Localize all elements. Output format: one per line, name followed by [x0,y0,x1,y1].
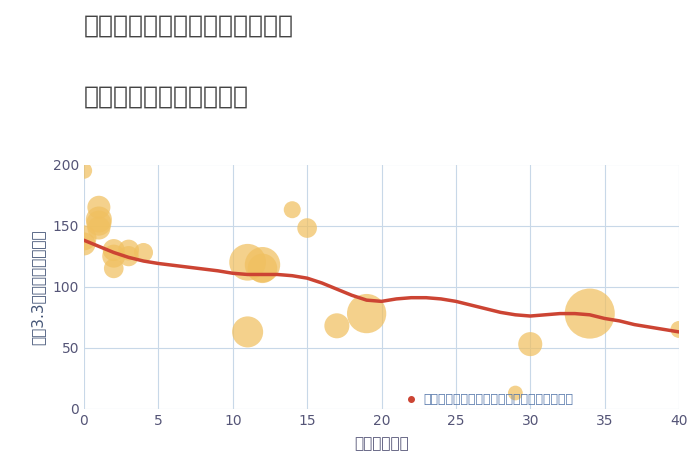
Point [138,249,149,256]
X-axis label: 築年数（年）: 築年数（年） [354,436,409,451]
Point [108,246,119,254]
Point [93,219,104,227]
Point [93,204,104,211]
Point [242,258,253,266]
Point [108,252,119,260]
Point [242,328,253,336]
Point [123,246,134,254]
Point [361,310,372,317]
Point [257,265,268,272]
Point [673,326,685,333]
Y-axis label: 坪（3.3㎡）単価（万円）: 坪（3.3㎡）単価（万円） [31,229,46,345]
Point [78,234,90,242]
Point [93,216,104,223]
Point [302,224,313,232]
Text: 神奈川県横浜市南区東蒔田町の: 神奈川県横浜市南区東蒔田町の [84,14,294,38]
Point [257,261,268,268]
Point [78,167,90,174]
Text: 円の大きさは、取引のあった物件面積を示す: 円の大きさは、取引のあった物件面積を示す [423,392,573,406]
Text: 築年数別中古戸建て価格: 築年数別中古戸建て価格 [84,85,249,109]
Point [510,389,521,397]
Point [93,224,104,232]
Point [525,340,536,348]
Point [584,310,595,317]
Point [287,206,298,213]
Point [78,240,90,248]
Point [108,265,119,272]
Point [331,322,342,329]
Point [123,252,134,260]
